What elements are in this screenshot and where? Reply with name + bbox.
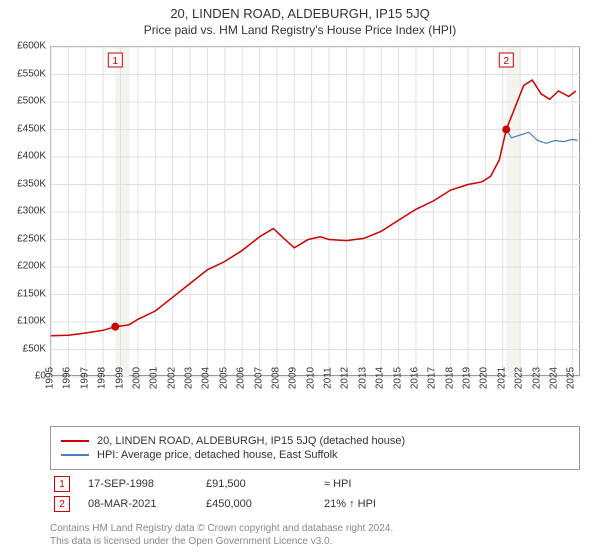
x-tick-label: 2001 xyxy=(149,367,160,389)
x-tick-label: 2004 xyxy=(201,367,212,389)
x-tick-label: 2000 xyxy=(131,367,142,389)
page-title: 20, LINDEN ROAD, ALDEBURGH, IP15 5JQ xyxy=(0,0,600,21)
legend-item: 20, LINDEN ROAD, ALDEBURGH, IP15 5JQ (de… xyxy=(61,435,569,447)
x-tick-label: 2003 xyxy=(184,367,195,389)
footer-line-2: This data is licensed under the Open Gov… xyxy=(50,535,580,548)
x-tick-label: 2022 xyxy=(514,367,525,389)
x-tick-label: 2016 xyxy=(409,367,420,389)
transaction-change: 21% ↑ HPI xyxy=(324,498,424,510)
transaction-date: 17-SEP-1998 xyxy=(88,478,188,490)
transactions-table: 1 17-SEP-1998 £91,500 ≈ HPI 2 08-MAR-2021 £450… xyxy=(50,472,580,516)
x-tick-label: 2010 xyxy=(305,367,316,389)
legend-swatch xyxy=(61,454,89,456)
svg-text:2: 2 xyxy=(503,56,509,67)
y-tick-label: £500K xyxy=(17,96,46,107)
x-tick-label: 2006 xyxy=(236,367,247,389)
y-axis: £0£50K£100K£150K£200K£250K£300K£350K£400… xyxy=(0,46,50,376)
transaction-row: 2 08-MAR-2021 £450,000 21% ↑ HPI xyxy=(50,496,580,512)
x-tick-label: 1995 xyxy=(45,367,56,389)
x-tick-label: 2015 xyxy=(392,367,403,389)
svg-text:1: 1 xyxy=(113,56,119,67)
x-tick-label: 2018 xyxy=(444,367,455,389)
y-tick-label: £350K xyxy=(17,178,46,189)
x-tick-label: 2007 xyxy=(253,367,264,389)
x-tick-label: 2014 xyxy=(375,367,386,389)
x-tick-label: 2021 xyxy=(496,367,507,389)
x-axis: 1995199619971998199920002001200220032004… xyxy=(50,376,580,426)
legend-label: HPI: Average price, detached house, East… xyxy=(97,449,338,461)
y-tick-label: £50K xyxy=(23,343,46,354)
page-subtitle: Price paid vs. HM Land Registry's House … xyxy=(0,21,600,43)
y-tick-label: £600K xyxy=(17,41,46,52)
transaction-row: 1 17-SEP-1998 £91,500 ≈ HPI xyxy=(50,476,580,492)
x-tick-label: 2025 xyxy=(566,367,577,389)
x-tick-label: 2020 xyxy=(479,367,490,389)
x-tick-label: 1998 xyxy=(97,367,108,389)
y-tick-label: £250K xyxy=(17,233,46,244)
x-tick-label: 2019 xyxy=(462,367,473,389)
x-tick-label: 2002 xyxy=(166,367,177,389)
legend-label: 20, LINDEN ROAD, ALDEBURGH, IP15 5JQ (de… xyxy=(97,435,405,447)
y-tick-label: £550K xyxy=(17,68,46,79)
x-tick-label: 1999 xyxy=(114,367,125,389)
transaction-change: ≈ HPI xyxy=(324,478,424,490)
chart-svg: 12 xyxy=(51,47,579,375)
y-tick-label: £150K xyxy=(17,288,46,299)
x-tick-label: 2017 xyxy=(427,367,438,389)
x-tick-label: 2011 xyxy=(323,367,334,389)
x-tick-label: 2023 xyxy=(531,367,542,389)
legend-item: HPI: Average price, detached house, East… xyxy=(61,449,569,461)
x-tick-label: 2012 xyxy=(340,367,351,389)
x-tick-label: 2009 xyxy=(288,367,299,389)
transaction-price: £450,000 xyxy=(206,498,306,510)
x-tick-label: 2024 xyxy=(548,367,559,389)
legend: 20, LINDEN ROAD, ALDEBURGH, IP15 5JQ (de… xyxy=(50,426,580,470)
y-tick-label: £100K xyxy=(17,316,46,327)
chart-plot-area: 12 xyxy=(50,46,580,376)
x-tick-label: 2008 xyxy=(270,367,281,389)
transaction-marker-box: 2 xyxy=(54,496,70,512)
x-tick-label: 1996 xyxy=(62,367,73,389)
transaction-marker-box: 1 xyxy=(54,476,70,492)
y-tick-label: £450K xyxy=(17,123,46,134)
y-tick-label: £400K xyxy=(17,151,46,162)
x-tick-label: 2005 xyxy=(218,367,229,389)
footer-line-1: Contains HM Land Registry data © Crown c… xyxy=(50,522,580,535)
footer: Contains HM Land Registry data © Crown c… xyxy=(50,522,580,548)
y-tick-label: £300K xyxy=(17,206,46,217)
chart-container: 20, LINDEN ROAD, ALDEBURGH, IP15 5JQ Pri… xyxy=(0,0,600,560)
x-tick-label: 2013 xyxy=(357,367,368,389)
y-tick-label: £200K xyxy=(17,261,46,272)
transaction-price: £91,500 xyxy=(206,478,306,490)
transaction-date: 08-MAR-2021 xyxy=(88,498,188,510)
legend-swatch xyxy=(61,440,89,442)
x-tick-label: 1997 xyxy=(79,367,90,389)
